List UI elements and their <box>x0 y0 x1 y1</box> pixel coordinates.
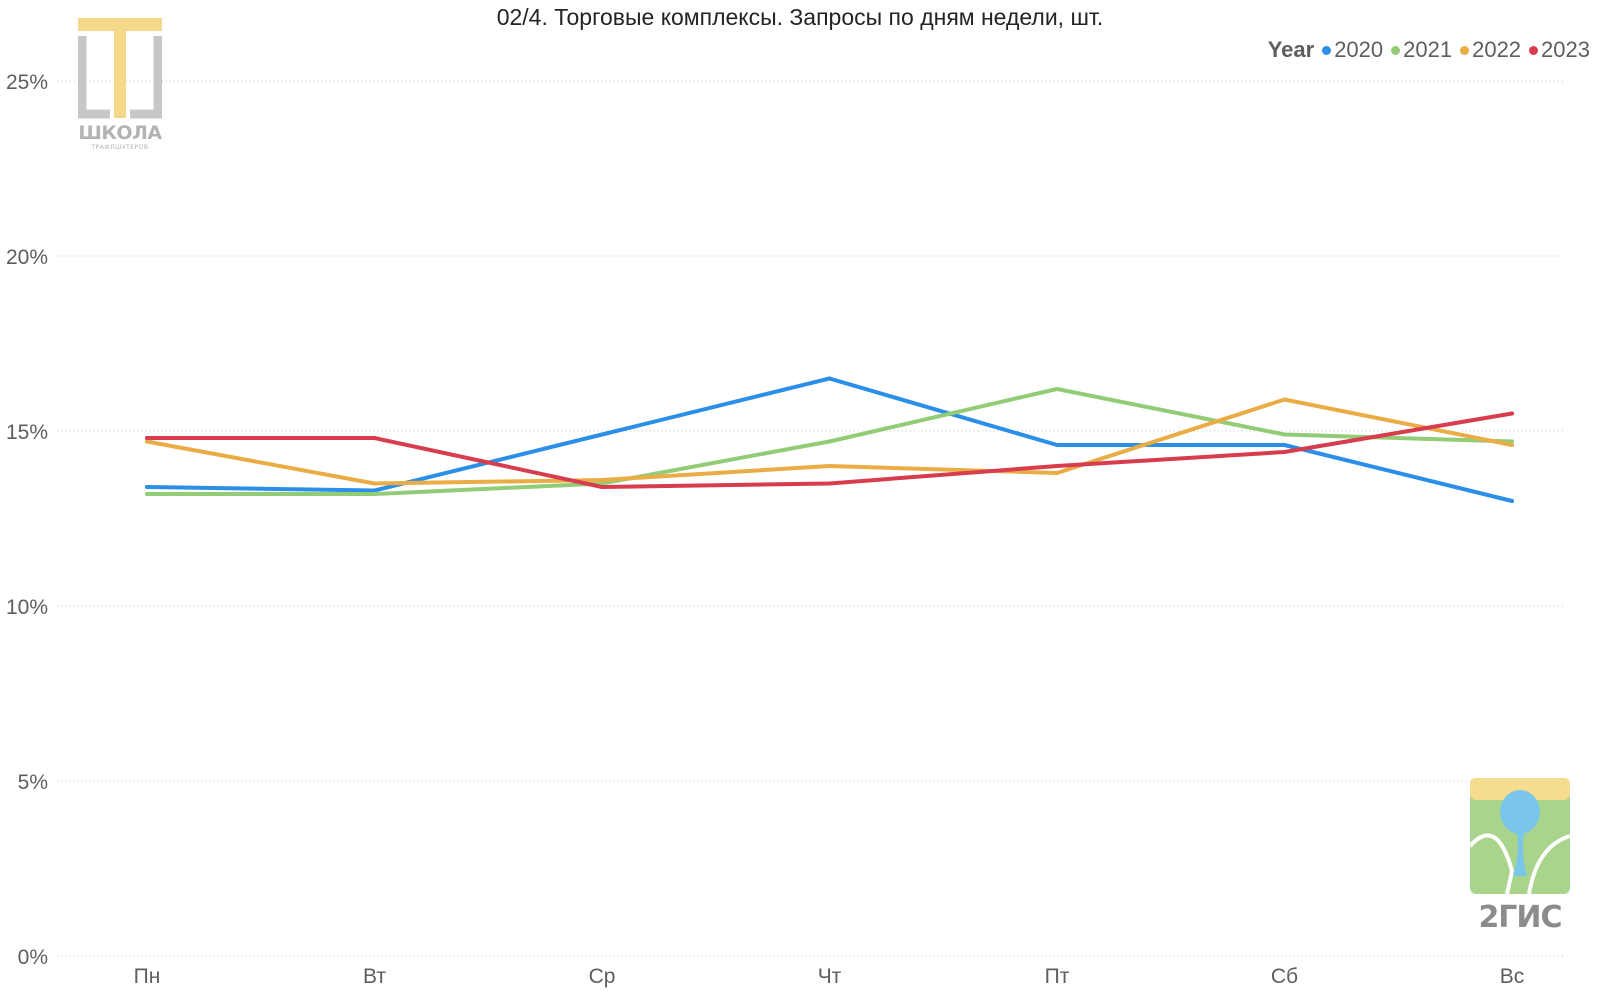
legend-label-2021: 2021 <box>1403 37 1453 62</box>
2gis-logo: 2ГИС <box>1467 776 1573 944</box>
chart-legend[interactable]: Year 2020 2021 2022 2023 <box>1268 37 1590 63</box>
x-tick-label: Ср <box>589 965 616 988</box>
legend-item-2022[interactable]: 2022 <box>1460 37 1521 63</box>
data-point-2021 <box>145 492 149 496</box>
2gis-logo-text: 2ГИС <box>1478 900 1562 935</box>
data-point-2020 <box>827 376 832 381</box>
data-point-2022 <box>1282 397 1287 402</box>
data-point-2023 <box>600 485 604 489</box>
data-point-2023 <box>827 481 832 486</box>
data-point-2022 <box>145 439 149 444</box>
y-tick-label: 0% <box>18 946 48 969</box>
y-tick-label: 10% <box>6 596 48 619</box>
school-logo: ШКОЛА ТРАФЛШУТЕРОВ <box>77 18 163 158</box>
data-point-2022 <box>827 464 832 468</box>
data-point-2021 <box>1510 439 1514 444</box>
data-point-2020 <box>372 488 377 493</box>
y-tick-label: 5% <box>18 771 48 794</box>
legend-marker-2020 <box>1322 45 1332 55</box>
x-tick-label: Сб <box>1271 965 1298 988</box>
data-point-2020 <box>1282 443 1287 447</box>
legend-marker-2021 <box>1391 45 1401 55</box>
legend-marker-2022 <box>1460 45 1470 55</box>
legend-label-2023: 2023 <box>1541 37 1590 62</box>
data-point-2021 <box>600 481 604 486</box>
legend-label-2022: 2022 <box>1472 37 1522 62</box>
data-point-2022 <box>1510 443 1514 447</box>
data-point-2022 <box>1055 471 1059 475</box>
legend-title: Year <box>1267 37 1315 62</box>
legend-item-2023[interactable]: 2023 <box>1529 37 1590 63</box>
x-tick-label: Вс <box>1500 965 1525 988</box>
data-point-2023 <box>145 436 149 440</box>
legend-label-2020: 2020 <box>1334 37 1384 62</box>
data-point-2022 <box>372 481 377 486</box>
y-tick-label: 25% <box>6 71 48 94</box>
y-tick-label: 15% <box>6 421 48 444</box>
data-point-2020 <box>1510 499 1514 503</box>
x-tick-label: Вт <box>363 965 386 988</box>
x-tick-label: Пт <box>1045 965 1070 988</box>
y-tick-label: 20% <box>6 246 48 269</box>
x-tick-label: Чт <box>818 965 842 988</box>
legend-item-2020[interactable]: 2020 <box>1322 37 1383 63</box>
data-point-2020 <box>1055 443 1059 447</box>
data-point-2023 <box>372 436 377 440</box>
legend-item-2021[interactable]: 2021 <box>1391 37 1452 63</box>
school-logo-subtext: ТРАФЛШУТЕРОВ <box>91 144 149 151</box>
data-point-2020 <box>600 432 604 437</box>
2gis-logo-emblem <box>1468 778 1571 895</box>
chart-title: 02/4. Торговые комплексы. Запросы по дня… <box>496 4 1104 30</box>
data-point-2021 <box>1282 432 1287 437</box>
data-point-2023 <box>1055 464 1059 468</box>
data-point-2023 <box>1510 411 1514 416</box>
x-tick-label: Пн <box>134 965 161 988</box>
school-logo-emblem <box>77 18 163 119</box>
data-point-2022 <box>600 478 604 482</box>
data-point-2021 <box>372 492 377 496</box>
data-point-2021 <box>1055 387 1059 391</box>
data-point-2023 <box>1282 450 1287 454</box>
legend-marker-2023 <box>1529 45 1539 55</box>
data-point-2020 <box>145 485 149 489</box>
school-logo-text: ШКОЛА <box>78 122 162 144</box>
data-point-2021 <box>827 439 832 444</box>
